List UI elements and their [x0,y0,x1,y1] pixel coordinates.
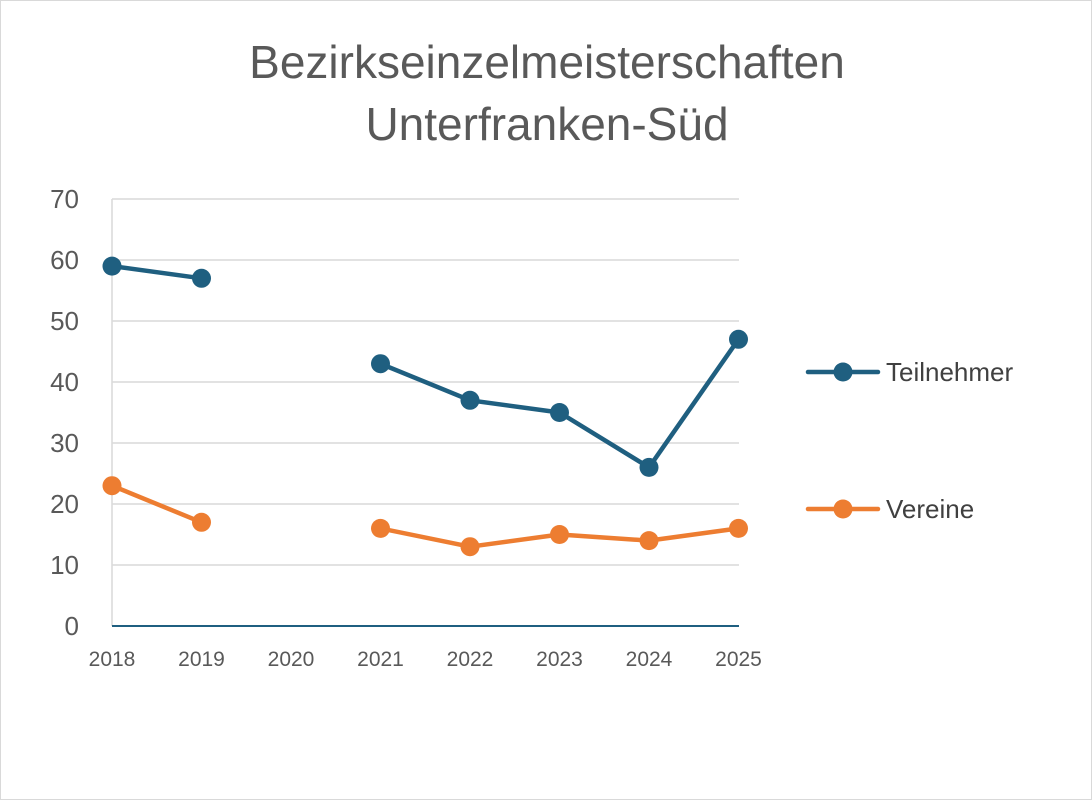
x-tick-label: 2021 [357,648,404,671]
y-tick-label: 50 [50,306,79,336]
data-point-vereine [639,531,659,551]
x-tick-label: 2022 [447,648,494,671]
legend-marker-vereine [833,499,853,519]
y-tick-label: 10 [50,550,79,580]
legend-label-teilnehmer: Teilnehmer [886,357,1014,387]
x-tick-label: 2020 [268,648,315,671]
series-line-vereine [109,483,204,525]
data-point-vereine [550,525,569,544]
y-tick-label: 20 [50,489,79,519]
y-tick-label: 60 [50,245,79,275]
chart-title: Bezirkseinzelmeisterschaften Unterfranke… [1,31,1092,155]
x-tick-label: 2024 [626,648,673,671]
data-point-teilnehmer [639,457,659,477]
legend-label-vereine: Vereine [886,494,974,524]
data-point-teilnehmer [192,268,211,288]
chart-title-line-1: Bezirkseinzelmeisterschaften [249,36,845,88]
series-line-teilnehmer [109,263,204,281]
x-tick-label: 2023 [536,648,583,671]
data-point-vereine [729,518,748,538]
y-tick-label: 30 [50,428,79,458]
chart-title-line-2: Unterfranken-Süd [365,98,729,150]
data-point-teilnehmer [102,256,122,276]
data-point-teilnehmer [550,403,569,422]
data-point-teilnehmer [371,354,390,374]
legend-marker-teilnehmer [833,362,853,382]
x-tick-label: 2019 [178,648,225,671]
y-tick-label: 40 [50,367,79,397]
data-point-teilnehmer [729,329,748,349]
y-tick-label: 70 [50,184,79,214]
data-point-teilnehmer [460,390,480,410]
data-point-vereine [192,512,211,532]
x-tick-label: 2018 [89,648,136,671]
y-tick-label: 0 [65,611,79,641]
data-point-vereine [102,476,122,496]
data-point-vereine [460,537,480,557]
data-point-vereine [371,518,390,538]
x-tick-label: 2025 [715,648,762,671]
